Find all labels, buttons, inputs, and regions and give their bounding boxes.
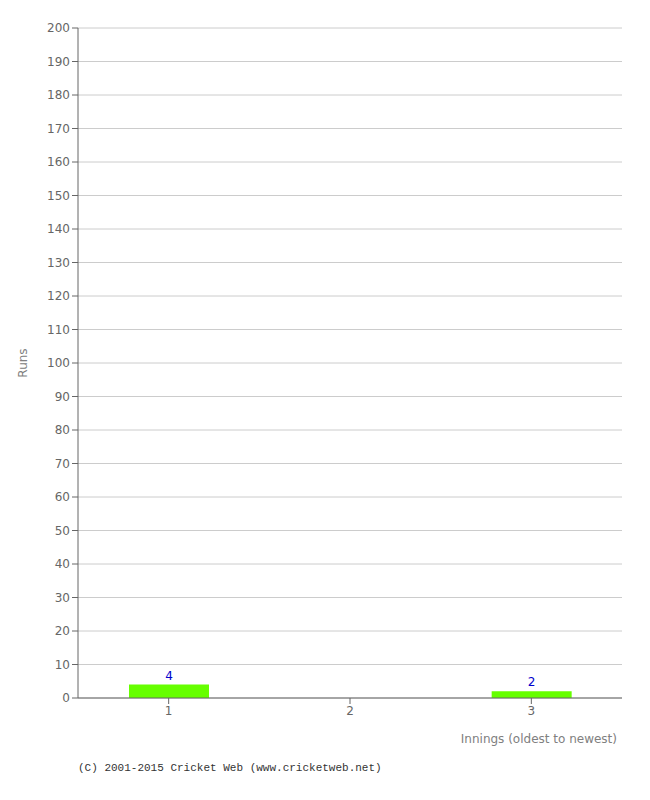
svg-text:190: 190 [47,55,70,69]
svg-text:130: 130 [47,256,70,270]
svg-text:30: 30 [55,591,70,605]
svg-text:20: 20 [55,624,70,638]
svg-text:Innings (oldest to newest): Innings (oldest to newest) [461,732,617,746]
svg-text:3: 3 [528,704,536,718]
svg-text:2: 2 [528,675,536,689]
svg-text:170: 170 [47,122,70,136]
svg-text:Runs: Runs [16,348,30,377]
svg-text:140: 140 [47,222,70,236]
html-text:(C) 2001-2015 Cricket Web (www: (C) 2001-2015 Cricket Web (www.cricketwe… [78,762,382,774]
svg-text:70: 70 [55,457,70,471]
svg-text:60: 60 [55,490,70,504]
svg-text:0: 0 [62,691,70,705]
svg-text:200: 200 [47,21,70,35]
svg-text:10: 10 [55,658,70,672]
svg-text:80: 80 [55,423,70,437]
svg-text:120: 120 [47,289,70,303]
svg-text:100: 100 [47,356,70,370]
svg-text:2: 2 [346,704,354,718]
svg-text:180: 180 [47,88,70,102]
svg-text:150: 150 [47,189,70,203]
svg-text:1: 1 [165,704,173,718]
svg-text:4: 4 [165,669,173,683]
svg-text:50: 50 [55,524,70,538]
svg-text:90: 90 [55,390,70,404]
svg-text:40: 40 [55,557,70,571]
svg-text:160: 160 [47,155,70,169]
svg-text:110: 110 [47,323,70,337]
